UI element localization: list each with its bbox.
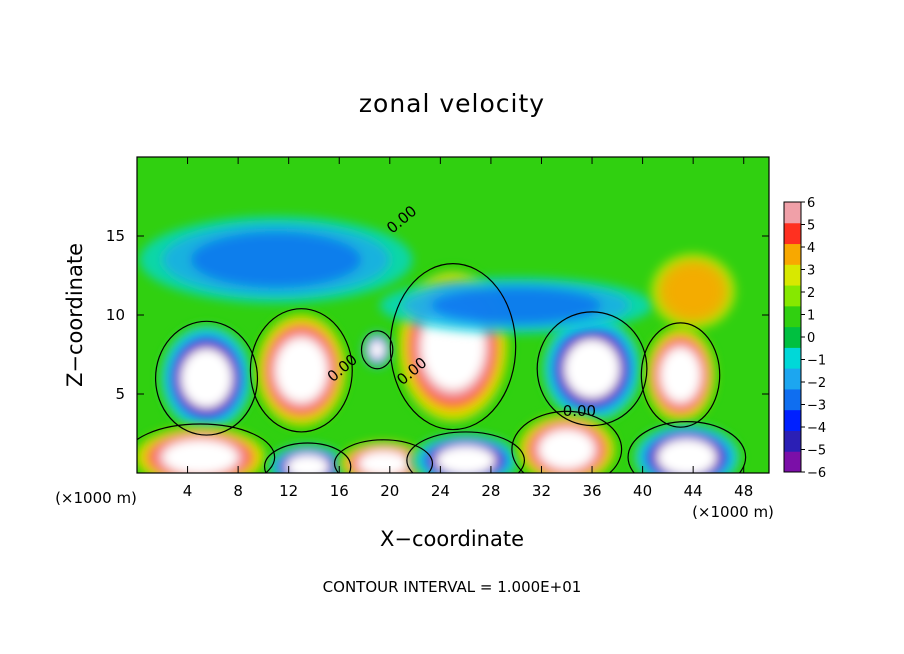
y-tick-label: 5	[115, 385, 125, 403]
field-cell-5	[362, 331, 392, 369]
colorbar-tick-label: −6	[807, 466, 826, 481]
zero-contour-4	[640, 322, 721, 428]
x-axis: 4 8 12 16 20 24 28 32 36 40 44 48	[183, 157, 753, 500]
zero-contour-7	[263, 442, 352, 473]
colorbar-swatch	[784, 326, 801, 348]
colorbar-swatch	[784, 409, 801, 431]
colorbar-swatch	[784, 430, 801, 452]
colorbar-swatch	[784, 222, 801, 245]
colorbar-swatch	[784, 285, 801, 307]
x-tick-label: 44	[684, 482, 703, 500]
colorbar-swatch	[784, 264, 801, 286]
colorbar-tick-label: 2	[807, 286, 815, 301]
field-cell-6	[137, 425, 270, 473]
contour-label-3: 0.00	[563, 402, 596, 420]
field-cell-1	[253, 310, 349, 430]
y-axis: 5 10 15	[106, 227, 769, 403]
plot-area: 0.000.00 0.000.00 4 8 12 16 20 24 28 32 36 40 44 48 …	[106, 156, 770, 500]
field-cell-13	[379, 277, 653, 334]
field-cell-10	[515, 412, 619, 473]
zero-contour-8	[333, 439, 434, 473]
colorbar-tick-label: −2	[807, 376, 826, 391]
colorbar-tick-label: 3	[807, 264, 815, 279]
x-tick-label: 28	[481, 482, 500, 500]
x-unit-right: (×1000 m)	[692, 503, 774, 521]
x-tick-label: 48	[734, 482, 753, 500]
zero-contour-6	[137, 423, 276, 473]
zero-contour-11	[627, 421, 747, 473]
zero-contour-2	[389, 263, 517, 431]
field-cell-3	[540, 313, 644, 424]
x-tick-label: 20	[380, 482, 399, 500]
field-cell-11	[631, 422, 742, 473]
colorbar-swatch	[784, 451, 801, 473]
colorbar-swatch	[784, 368, 801, 390]
colorbar-swatch	[784, 388, 801, 411]
field-cell-4	[643, 324, 718, 426]
colorbar-tick-label: 5	[807, 219, 815, 234]
colorbar-swatch	[784, 243, 801, 265]
zero-contour-10	[511, 410, 623, 473]
x-tick-label: 40	[633, 482, 652, 500]
colorbar-swatch	[784, 202, 801, 224]
colorbar-tick-label: 1	[807, 309, 815, 324]
x-tick-label: 24	[431, 482, 450, 500]
velocity-field	[137, 216, 742, 473]
zero-contour-3	[536, 311, 648, 427]
y-tick-label: 10	[106, 306, 125, 324]
x-tick-label: 36	[582, 482, 601, 500]
field-cell-9	[410, 432, 521, 473]
contour-interval-note: CONTOUR INTERVAL = 1.000E+01	[323, 578, 582, 596]
colorbar-swatch	[784, 347, 801, 369]
field-cell-12	[139, 216, 413, 304]
x-tick-label: 32	[532, 482, 551, 500]
field-cell-14	[650, 253, 736, 330]
colorbar-tick-label: −3	[807, 399, 826, 414]
colorbar-tick-label: 0	[807, 331, 815, 346]
colorbar-tick-label: −5	[807, 444, 826, 459]
colorbar-tick-label: 4	[807, 241, 815, 256]
colorbar-swatch	[784, 305, 801, 328]
x-unit-left: (×1000 m)	[55, 489, 137, 507]
zero-contour-9	[406, 431, 525, 473]
y-tick-label: 15	[106, 227, 125, 245]
zero-contour-1	[249, 308, 353, 433]
field-cell-8	[337, 440, 430, 473]
x-tick-label: 4	[183, 482, 193, 500]
colorbar-tick-label: −4	[807, 421, 826, 436]
x-tick-label: 12	[279, 482, 298, 500]
zero-contour-5	[360, 330, 394, 370]
x-axis-label: X−coordinate	[380, 527, 524, 551]
x-tick-label: 16	[330, 482, 349, 500]
field-cell-0	[158, 323, 255, 434]
zero-contour-0	[154, 320, 259, 436]
colorbar-tick-label: −1	[807, 354, 826, 369]
field-cell-7	[267, 443, 348, 473]
colorbar-tick-label: 6	[807, 196, 815, 211]
chart-title: zonal velocity	[359, 89, 545, 118]
x-tick-label: 8	[233, 482, 243, 500]
colorbar: 6 5 4 3 2 1 0 −1 −2 −3 −4 −5 −6	[783, 196, 826, 481]
y-axis-label: Z−coordinate	[63, 243, 87, 387]
